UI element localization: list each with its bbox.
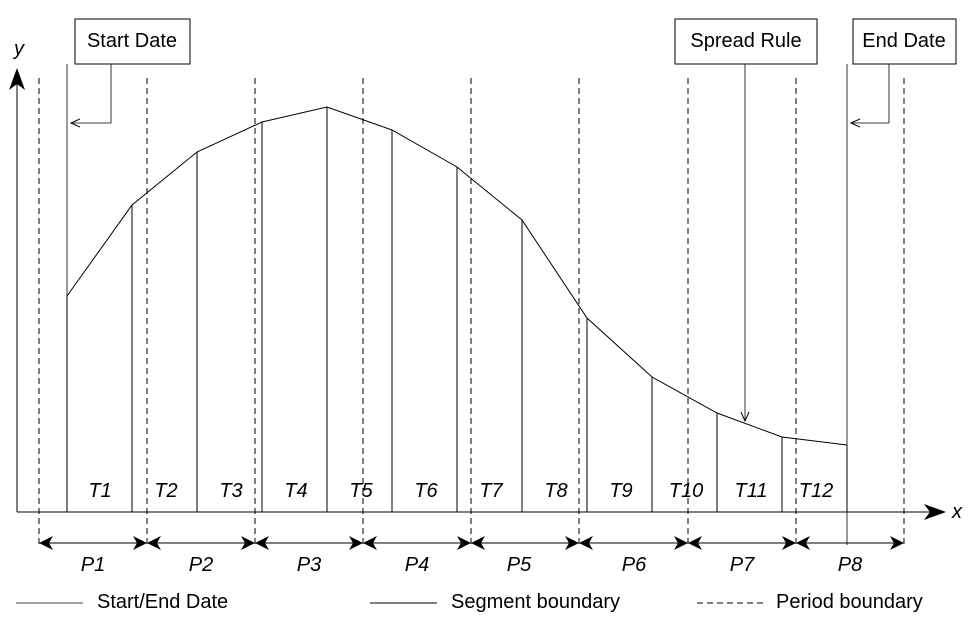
period-label: P6 — [622, 554, 647, 576]
legend-start-end-label: Start/End Date — [97, 591, 228, 613]
end-date-label: End Date — [862, 30, 945, 52]
spread-rule-callout: Spread Rule — [674, 18, 818, 421]
segment-boundaries — [131, 107, 783, 512]
y-axis — [9, 68, 25, 512]
segment-label: T3 — [219, 480, 242, 502]
y-axis-label: y — [12, 38, 25, 60]
spread-rule-label: Spread Rule — [690, 30, 801, 52]
x-axis — [17, 504, 946, 520]
x-axis-label: x — [951, 501, 963, 523]
period-label: P7 — [730, 554, 755, 576]
segment-labels: T1 T2 T3 T4 T5 T6 T7 T8 T9 T10 T11 T12 — [88, 480, 833, 502]
segment-label: T11 — [735, 480, 768, 502]
period-arrow — [688, 536, 796, 550]
segment-label: T5 — [349, 480, 373, 502]
period-labels: P1 P2 P3 P4 P5 P6 P7 P8 — [81, 554, 862, 576]
spread-curve — [66, 106, 848, 446]
segment-label: T9 — [609, 480, 632, 502]
segment-label: T6 — [414, 480, 438, 502]
period-arrow — [39, 536, 147, 550]
segment-label: T10 — [669, 480, 703, 502]
period-arrow — [796, 536, 904, 550]
legend-period-label: Period boundary — [776, 591, 923, 613]
period-label: P3 — [297, 554, 321, 576]
period-arrows — [39, 536, 904, 550]
segment-label: T12 — [799, 480, 833, 502]
period-boundaries — [38, 78, 905, 548]
segment-label: T8 — [544, 480, 567, 502]
period-label: P2 — [189, 554, 213, 576]
segment-label: T4 — [284, 480, 307, 502]
segment-label: T2 — [154, 480, 177, 502]
start-date-label: Start Date — [87, 30, 177, 52]
legend-segment-label: Segment boundary — [451, 591, 620, 613]
period-label: P4 — [405, 554, 429, 576]
segment-label: T1 — [88, 480, 111, 502]
period-arrow — [471, 536, 579, 550]
period-label: P8 — [838, 554, 862, 576]
period-arrow — [255, 536, 363, 550]
period-label: P1 — [81, 554, 105, 576]
period-label: P5 — [507, 554, 532, 576]
end-date-callout: End Date — [851, 18, 957, 123]
period-arrow — [147, 536, 255, 550]
segment-label: T7 — [479, 480, 503, 502]
legend: Start/End Date Segment boundary Period b… — [16, 591, 923, 613]
start-date-callout: Start Date — [71, 18, 191, 123]
period-arrow — [363, 536, 471, 550]
period-arrow — [579, 536, 688, 550]
